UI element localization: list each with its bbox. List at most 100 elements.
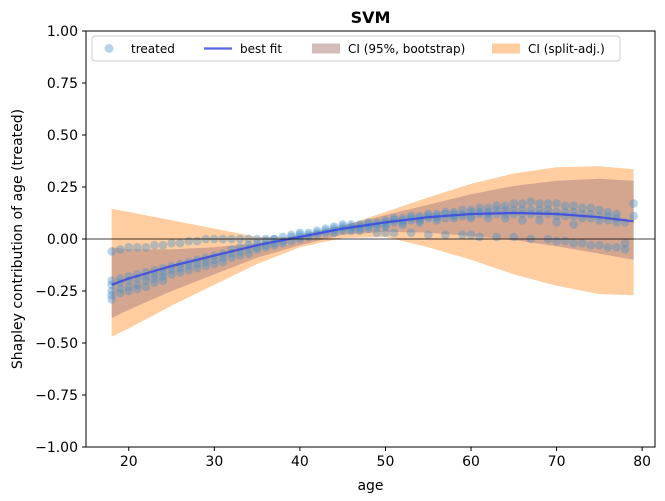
- treated-point: [543, 205, 553, 215]
- treated-point: [295, 228, 305, 238]
- treated-point: [518, 205, 527, 215]
- treated-point: [124, 243, 134, 252]
- y-tick-label: −0.75: [35, 388, 78, 404]
- treated-point: [218, 253, 228, 262]
- treated-point: [466, 205, 476, 215]
- treated-point: [458, 205, 467, 215]
- treated-point: [210, 255, 219, 265]
- treated-point: [595, 240, 604, 250]
- x-tick-label: 60: [462, 454, 480, 470]
- treated-point: [107, 247, 116, 256]
- y-tick-label: 0.50: [47, 128, 78, 144]
- treated-point: [509, 232, 519, 242]
- treated-point: [552, 236, 561, 246]
- treated-point: [261, 243, 271, 252]
- treated-point: [167, 265, 176, 275]
- x-tick-label: 50: [377, 454, 395, 470]
- y-axis-ticks: −1.00 −0.75 −0.50 −0.25 0.00 0.25 0.50 0.75 1.00: [35, 24, 86, 456]
- treated-point: [381, 222, 390, 231]
- treated-point: [141, 243, 151, 252]
- treated-point: [535, 205, 544, 215]
- x-axis-ticks: 20 30 40 50 60 70 80: [120, 447, 651, 470]
- treated-point: [552, 218, 561, 227]
- y-tick-label: −0.50: [35, 336, 78, 352]
- y-tick-label: −1.00: [35, 440, 78, 456]
- treated-point: [201, 257, 211, 267]
- treated-point: [235, 251, 245, 260]
- treated-point: [244, 249, 253, 258]
- treated-point: [535, 199, 544, 208]
- y-tick-label: 0.75: [47, 76, 78, 92]
- treated-point: [603, 207, 613, 217]
- treated-point: [441, 230, 450, 240]
- treated-point: [115, 288, 125, 298]
- treated-point: [133, 243, 142, 252]
- best-fit-line-group: [111, 211, 634, 286]
- y-tick-label: −0.25: [35, 284, 78, 300]
- treated-point: [364, 224, 373, 233]
- treated-point: [107, 286, 116, 296]
- treated-point: [107, 290, 116, 300]
- treated-point: [526, 205, 536, 215]
- treated-point: [603, 243, 613, 252]
- treated-point: [158, 276, 168, 285]
- treated-point: [398, 220, 407, 229]
- treated-point: [569, 201, 578, 210]
- treated-point: [201, 261, 211, 271]
- treated-point: [218, 257, 228, 267]
- treated-point: [629, 211, 638, 221]
- legend-marker-treated: [104, 44, 114, 53]
- treated-point: [107, 276, 116, 285]
- legend: treated best fit CI (95%, bootstrap) CI (sp…: [91, 35, 621, 62]
- treated-point: [184, 261, 193, 271]
- treated-point: [569, 238, 578, 248]
- treated-point: [406, 228, 416, 238]
- treated-point: [415, 218, 425, 227]
- treated-point: [629, 199, 638, 208]
- treated-point: [133, 280, 142, 290]
- x-tick-label: 30: [205, 454, 223, 470]
- best-fit-line: [111, 211, 634, 286]
- treated-point: [501, 201, 510, 210]
- legend-marker-ci-bootstrap: [312, 43, 340, 54]
- treated-point: [252, 245, 262, 254]
- legend-label: CI (split-adj.): [528, 42, 605, 56]
- treated-point: [192, 236, 202, 246]
- treated-point: [329, 222, 339, 231]
- treated-point: [569, 220, 578, 229]
- treated-point: [372, 228, 382, 238]
- treated-point: [192, 263, 202, 273]
- treated-point: [381, 228, 390, 238]
- treated-point: [595, 205, 604, 215]
- treated-point: [115, 284, 125, 294]
- treated-point: [432, 216, 442, 225]
- treated-point: [509, 199, 519, 208]
- treated-point: [150, 278, 159, 288]
- legend-marker-ci-split: [492, 43, 520, 54]
- treated-point: [192, 259, 202, 269]
- treated-point: [492, 201, 502, 210]
- treated-point: [175, 263, 185, 273]
- y-axis-label: Shapley contribution of age (treated): [10, 109, 26, 369]
- treated-point: [150, 240, 159, 250]
- treated-point: [620, 245, 630, 254]
- treated-point: [620, 238, 630, 248]
- treated-point: [458, 230, 467, 240]
- treated-point: [141, 276, 151, 285]
- treated-point: [518, 216, 527, 225]
- treated-point: [355, 226, 365, 235]
- x-tick-label: 70: [548, 454, 566, 470]
- treated-point: [124, 282, 134, 292]
- treated-point: [492, 232, 502, 242]
- legend-label: best fit: [240, 42, 282, 56]
- treated-point: [526, 197, 536, 206]
- treated-point: [167, 238, 176, 248]
- treated-point: [133, 284, 142, 294]
- treated-point: [586, 240, 596, 250]
- treated-point: [578, 203, 587, 213]
- y-tick-label: 1.00: [47, 24, 78, 40]
- treated-point: [141, 282, 151, 292]
- y-tick-label: 0.25: [47, 180, 78, 196]
- treated-point: [175, 268, 185, 277]
